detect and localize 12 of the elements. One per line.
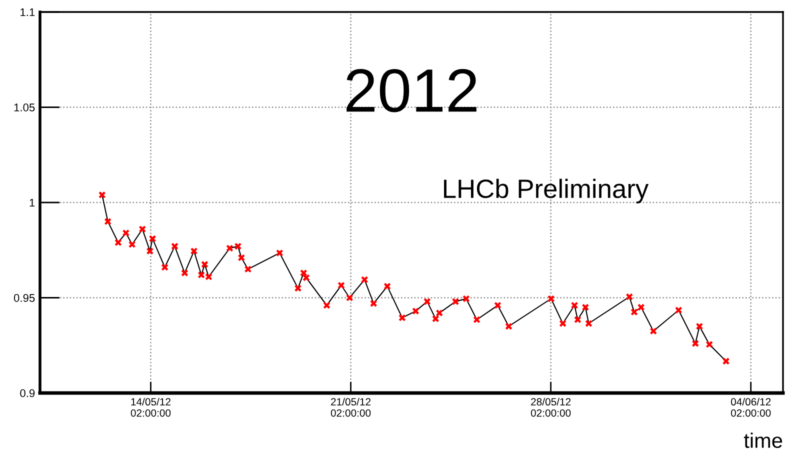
x-tick-label: 21/05/12 02:00:00: [330, 398, 371, 417]
annotation: LHCb Preliminary: [444, 178, 649, 204]
y-tick-label: 0.9: [20, 389, 35, 398]
y-tick-label: 0.95: [14, 294, 35, 302]
x-tick-label: 14/05/12 02:00:00: [130, 398, 171, 417]
x-tick-label: 28/05/12 02:00:00: [530, 398, 571, 417]
x-axis-title: time: [744, 432, 782, 448]
x-tick-label: 04/06/12 02:00:00: [730, 398, 771, 417]
y-tick-label: 1.1: [20, 8, 35, 16]
y-tick-label: 1.05: [14, 104, 35, 112]
y-tick-label: 1: [30, 198, 35, 207]
annotation: 2012: [346, 68, 476, 112]
